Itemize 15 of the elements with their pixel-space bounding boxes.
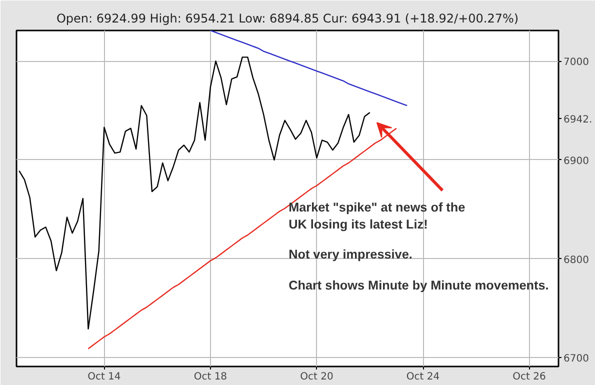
y-tick-label: 6900: [564, 156, 589, 167]
y-tick-label: 6700: [564, 354, 589, 365]
y-tick-label: 6942.: [564, 114, 592, 126]
line-series: [210, 30, 408, 106]
chart-subtitle: Open: 6924.99 High: 6954.21 Low: 6894.85 Cur: 6943.91 (+18.92/+00.27%): [56, 12, 519, 26]
x-tick-label: Oct 18: [194, 372, 228, 382]
y-tick-label: 7000: [564, 57, 589, 68]
annotation: Chart shows Minute by Minute movements.: [288, 278, 549, 292]
x-tick-label: Oct 14: [88, 372, 121, 382]
x-tick-label: Oct 24: [406, 372, 440, 382]
y-tick-label: 6800: [564, 254, 589, 266]
x-tick-label: Oct 20: [300, 372, 334, 382]
annotation: Market "spike" at news of the UK losing its latest Liz!: [288, 200, 466, 232]
annotation: Not very impressive.: [288, 248, 412, 262]
x-tick-label: Oct 26: [512, 372, 546, 382]
